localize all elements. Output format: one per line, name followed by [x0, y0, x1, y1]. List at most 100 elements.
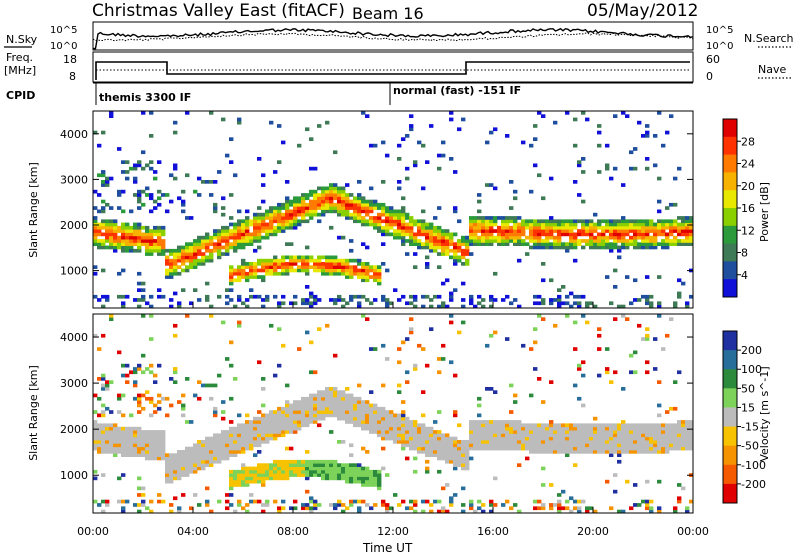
heatmap-cell [305, 506, 310, 511]
heatmap-cell [425, 265, 430, 269]
heatmap-cell [301, 196, 306, 201]
heatmap-cell [225, 430, 230, 434]
heatmap-cell [93, 235, 98, 240]
heatmap-cell [385, 426, 390, 431]
heatmap-cell [369, 423, 374, 428]
heatmap-cell [125, 436, 130, 441]
heatmap-cell [549, 506, 554, 511]
heatmap-cell [133, 440, 138, 444]
heatmap-cell [361, 416, 366, 421]
heatmap-cell [301, 503, 306, 507]
heatmap-cell [241, 245, 246, 250]
heatmap-cell [493, 229, 498, 233]
heatmap-cell [97, 377, 102, 381]
heatmap-cell [253, 416, 258, 421]
heatmap-cell [437, 265, 442, 269]
heatmap-cell [273, 420, 278, 424]
heatmap-cell [329, 206, 334, 210]
heatmap-cell [269, 120, 274, 125]
heatmap-cell [321, 209, 326, 214]
heatmap-cell [573, 499, 578, 504]
heatmap-cell [533, 294, 538, 299]
heatmap-cell [685, 506, 690, 511]
heatmap-cell [237, 413, 242, 418]
heatmap-cell [261, 483, 266, 487]
heatmap-cell [421, 423, 426, 428]
heatmap-cell [125, 363, 130, 368]
heatmap-cell [613, 285, 618, 289]
heatmap-cell [553, 503, 558, 507]
heatmap-cell [405, 166, 410, 171]
heatmap-cell [625, 479, 630, 484]
heatmap-cell [321, 189, 326, 194]
heatmap-cell [317, 262, 322, 266]
heatmap-cell [321, 469, 326, 474]
heatmap-cell [241, 446, 246, 451]
heatmap-cell [145, 430, 150, 434]
heatmap-cell [493, 235, 498, 240]
heatmap-cell [121, 450, 126, 454]
heatmap-cell [329, 463, 334, 467]
heatmap-cell [469, 222, 474, 227]
heatmap-cell [365, 265, 370, 269]
heatmap-cell [305, 423, 310, 428]
heatmap-cell [337, 410, 342, 414]
heatmap-cell [217, 433, 222, 438]
heatmap-cell [233, 483, 238, 487]
heatmap-cell [421, 499, 426, 504]
heatmap-cell [433, 443, 438, 448]
heatmap-cell [277, 423, 282, 428]
heatmap-cell [205, 258, 210, 263]
heatmap-cell [533, 229, 538, 233]
x-axis-label: Time UT [362, 541, 413, 554]
heatmap-cell [681, 440, 686, 444]
heatmap-cell [489, 420, 494, 424]
heatmap-cell [585, 219, 590, 224]
heatmap-cell [585, 430, 590, 434]
heatmap-cell [305, 450, 310, 454]
heatmap-cell [489, 232, 494, 237]
x-tick-label: 00:00 [677, 525, 709, 538]
heatmap-cell [349, 202, 354, 207]
heatmap-cell [577, 443, 582, 448]
heatmap-cell [189, 446, 194, 451]
heatmap-cell [313, 396, 318, 401]
heatmap-cell [125, 235, 130, 240]
heatmap-cell [481, 242, 486, 246]
heatmap-cell [361, 479, 366, 484]
heatmap-cell [597, 170, 602, 174]
heatmap-cell [405, 443, 410, 448]
heatmap-cell [97, 446, 102, 451]
heatmap-cell [373, 426, 378, 431]
heatmap-cell [465, 466, 470, 471]
heatmap-cell [665, 440, 670, 444]
heatmap-cell [177, 245, 182, 250]
heatmap-cell [277, 509, 282, 514]
heatmap-cell [357, 206, 362, 210]
heatmap-cell [145, 390, 150, 394]
heatmap-cell [225, 499, 230, 504]
heatmap-cell [357, 466, 362, 471]
heatmap-cell [93, 232, 98, 237]
heatmap-cell [629, 225, 634, 230]
heatmap-cell [197, 193, 202, 197]
heatmap-cell [629, 239, 634, 243]
heatmap-cell [369, 413, 374, 418]
heatmap-cell [305, 255, 310, 260]
heatmap-cell [229, 476, 234, 481]
heatmap-cell [333, 202, 338, 207]
heatmap-cell [225, 225, 230, 230]
heatmap-cell [413, 420, 418, 424]
heatmap-cell [133, 430, 138, 434]
heatmap-cell [301, 262, 306, 266]
heatmap-cell [441, 245, 446, 250]
heatmap-cell [481, 304, 486, 309]
heatmap-cell [337, 186, 342, 191]
heatmap-cell [217, 373, 222, 378]
heatmap-cell [569, 304, 574, 309]
heatmap-cell [309, 258, 314, 263]
heatmap-cell [569, 232, 574, 237]
heatmap-cell [653, 367, 658, 371]
heatmap-cell [661, 143, 666, 148]
heatmap-cell [645, 443, 650, 448]
